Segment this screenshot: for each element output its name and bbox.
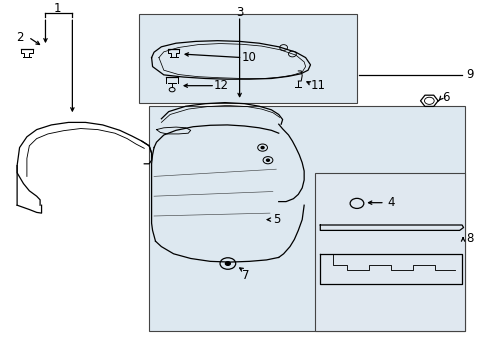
Text: 10: 10: [242, 51, 256, 64]
Text: 9: 9: [466, 68, 473, 81]
Bar: [149, 106, 464, 331]
Text: 2: 2: [16, 31, 23, 44]
Text: 8: 8: [465, 232, 472, 245]
Text: 4: 4: [386, 196, 394, 209]
Circle shape: [266, 159, 269, 161]
Text: 1: 1: [54, 3, 61, 15]
Text: 7: 7: [241, 269, 249, 282]
Text: 12: 12: [214, 79, 228, 92]
Circle shape: [225, 262, 230, 265]
Circle shape: [261, 147, 264, 149]
Text: 6: 6: [441, 91, 449, 104]
Bar: [315, 173, 464, 331]
Text: 5: 5: [273, 213, 281, 226]
Text: 3: 3: [235, 6, 243, 19]
Bar: [139, 14, 356, 103]
Text: 11: 11: [310, 79, 325, 92]
